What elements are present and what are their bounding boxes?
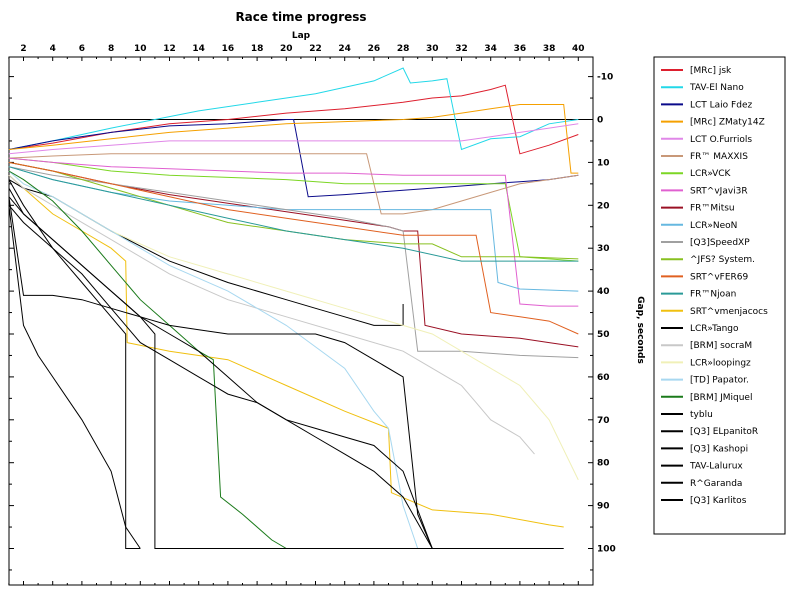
chart-title: Race time progress: [235, 10, 366, 24]
legend-label: [Q3] Kashopi: [690, 444, 748, 454]
y-tick-label: 0: [597, 116, 603, 126]
x-tick-label: 32: [455, 44, 468, 54]
series-line-8: [8, 157, 579, 307]
series-line-5: [8, 123, 579, 155]
legend-label: tyblu: [690, 410, 713, 420]
y-tick-label: 20: [597, 201, 610, 211]
legend-label: [Q3]SpeedXP: [690, 238, 750, 248]
legend-label: [MRc] jsk: [690, 66, 732, 76]
series-line-4: [8, 104, 579, 174]
x-tick-label: 36: [514, 44, 527, 54]
x-tick-label: 18: [251, 44, 264, 54]
legend-label: LCR»VCK: [690, 169, 732, 179]
y-axis-label: Gap, seconds: [635, 296, 645, 364]
legend: [MRc] jsk TAV-El Nano LCT Laio Fdez [MRc] Z…: [661, 66, 768, 506]
x-tick-label: 16: [222, 44, 235, 54]
legend-label: [Q3] Karlitos: [690, 496, 747, 506]
x-tick-label: 10: [134, 44, 147, 54]
x-tick-label: 38: [543, 44, 556, 54]
legend-label: LCR»NeoN: [690, 221, 737, 231]
y-tick-label: 50: [597, 330, 610, 340]
legend-box: [653, 56, 786, 535]
series-line-13: [8, 161, 579, 335]
legend-label: LCR»loopingz: [690, 358, 751, 368]
legend-label: FR™Njoan: [690, 290, 736, 300]
y-tick-label: 80: [597, 459, 610, 469]
series-line-14: [8, 166, 579, 262]
y-tick-label: -10: [597, 73, 613, 83]
legend-label: [Q3] ELpanitoR: [690, 427, 758, 437]
legend-label: SRT^vJavi3R: [690, 186, 748, 196]
legend-label: ^JFS? System.: [690, 255, 755, 265]
legend-label: TAV-Lalurux: [689, 462, 743, 472]
legend-label: LCT Laio Fdez: [690, 100, 752, 110]
series-line-26: [8, 196, 433, 549]
y-tick-label: 70: [597, 416, 610, 426]
legend-label: [MRc] ZMaty14Z: [690, 118, 765, 128]
x-tick-label: 6: [79, 44, 85, 54]
legend-label: [BRM] JMiquel: [690, 393, 752, 403]
legend-label: LCR»Tango: [690, 324, 739, 334]
series-layer: [8, 67, 579, 549]
x-tick-label: 4: [50, 44, 56, 54]
x-tick-label: 20: [280, 44, 293, 54]
legend-label: R^Garanda: [690, 479, 742, 489]
series-line-1: [8, 84, 579, 155]
series-line-21: [8, 179, 141, 549]
x-tick-label: 28: [397, 44, 410, 54]
series-line-24: [8, 196, 433, 549]
y-tick-label: 90: [597, 502, 610, 512]
series-line-17: [8, 174, 535, 455]
x-tick-label: 2: [20, 44, 26, 54]
legend-label: SRT^vFER69: [690, 272, 749, 282]
series-line-3: [8, 119, 579, 198]
series-line-2: [8, 67, 579, 151]
legend-label: FR™Mitsu: [690, 204, 735, 214]
y-tick-label: 10: [597, 158, 610, 168]
x-tick-label: 30: [426, 44, 439, 54]
y-tick-label: 40: [597, 287, 610, 297]
y-tick-label: 60: [597, 373, 610, 383]
y-tick-label: 100: [597, 545, 616, 555]
x-tick-label: 40: [572, 44, 585, 54]
series-line-15: [8, 174, 564, 528]
x-tick-label: 12: [163, 44, 176, 54]
legend-label: TAV-El Nano: [689, 83, 744, 93]
series-line-23: [8, 204, 433, 549]
x-tick-label: 26: [368, 44, 381, 54]
axis-ticks: 2 4 6 8 10 12 14 16 18 20 22 24 26 28 30 32 34 36 38 40-100…: [8, 44, 616, 585]
legend-label: LCT O.Furriols: [690, 135, 752, 145]
series-line-7: [8, 157, 579, 262]
series-line-25: [8, 205, 141, 549]
x-tick-label: 24: [338, 44, 351, 54]
x-tick-label: 8: [108, 44, 114, 54]
legend-label: [TD] Papator.: [690, 376, 749, 386]
x-tick-label: 22: [309, 44, 322, 54]
legend-label: FR™ MAXXIS: [690, 152, 748, 162]
x-tick-label: 14: [192, 44, 205, 54]
legend-label: [BRM] socraM: [690, 341, 752, 351]
series-line-19: [8, 170, 419, 549]
x-axis-label: Lap: [292, 31, 311, 41]
legend-label: SRT^vmenjacocs: [690, 307, 768, 317]
y-tick-label: 30: [597, 244, 610, 254]
x-tick-label: 34: [484, 44, 497, 54]
